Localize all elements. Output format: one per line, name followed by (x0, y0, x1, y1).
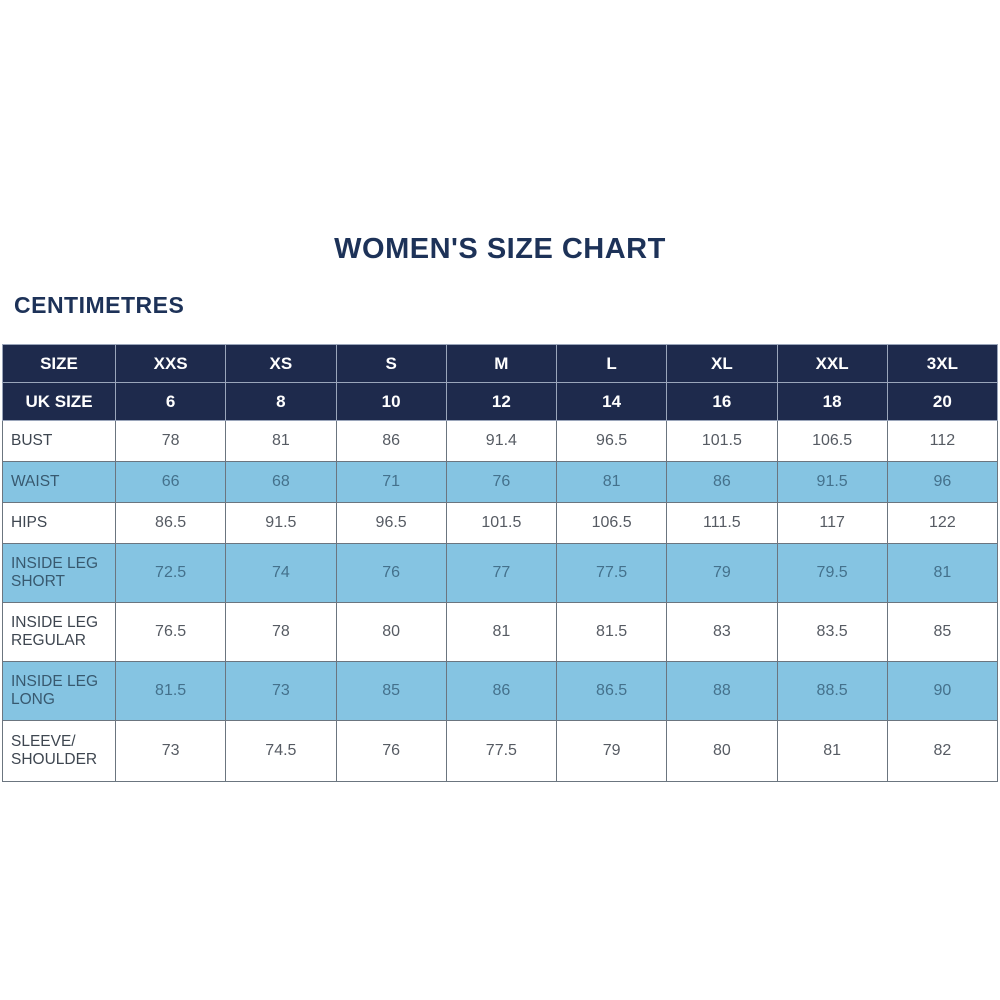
cell-value: 88.5 (776, 661, 888, 721)
cell-value: 68 (225, 461, 337, 503)
cell-value: 86.5 (555, 661, 668, 721)
cell-value: 71 (335, 461, 447, 503)
cell-value: 79.5 (776, 543, 888, 603)
cell-value: 80 (666, 720, 778, 782)
cell-value: 85 (335, 661, 447, 721)
cell-value: 86 (335, 420, 447, 462)
cell-value: 90 (886, 661, 999, 721)
uk-size-col-header: 18 (776, 382, 888, 421)
cell-value: 74.5 (225, 720, 337, 782)
cell-value: 77.5 (555, 543, 668, 603)
uk-size-header-row: UK SIZE 6 8 10 12 14 16 18 20 (2, 382, 999, 421)
units-label: CENTIMETRES (14, 292, 185, 318)
cell-value: 76 (445, 461, 558, 503)
cell-value: 81.5 (114, 661, 227, 721)
size-header-label: SIZE (2, 344, 116, 383)
cell-value: 82 (886, 720, 999, 782)
cell-value: 86.5 (114, 502, 227, 544)
cell-value: 83 (666, 602, 778, 662)
uk-size-col-header: 16 (666, 382, 778, 421)
row-label: SLEEVE/ SHOULDER (2, 720, 116, 782)
uk-size-col-header: 12 (445, 382, 558, 421)
cell-value: 79 (555, 720, 668, 782)
row-label: HIPS (2, 502, 116, 544)
uk-size-header-label: UK SIZE (2, 382, 116, 421)
cell-value: 91.5 (776, 461, 888, 503)
cell-value: 81 (225, 420, 337, 462)
table-row: WAIST 66 68 71 76 81 86 91.5 96 (2, 461, 999, 503)
cell-value: 81 (445, 602, 558, 662)
size-col-header: XS (225, 344, 337, 383)
cell-value: 73 (225, 661, 337, 721)
cell-value: 81 (776, 720, 888, 782)
cell-value: 77 (445, 543, 558, 603)
cell-value: 72.5 (114, 543, 227, 603)
table-row: INSIDE LEG LONG 81.5 73 85 86 86.5 88 88… (2, 661, 999, 721)
size-col-header: XXL (776, 344, 888, 383)
uk-size-col-header: 10 (335, 382, 447, 421)
row-label: WAIST (2, 461, 116, 503)
cell-value: 81 (555, 461, 668, 503)
cell-value: 76.5 (114, 602, 227, 662)
uk-size-col-header: 8 (225, 382, 337, 421)
size-col-header: L (555, 344, 668, 383)
uk-size-col-header: 20 (886, 382, 999, 421)
cell-value: 79 (666, 543, 778, 603)
cell-value: 83.5 (776, 602, 888, 662)
table-row: INSIDE LEG REGULAR 76.5 78 80 81 81.5 83… (2, 602, 999, 662)
row-label: INSIDE LEG LONG (2, 661, 116, 721)
size-col-header: XL (666, 344, 778, 383)
cell-value: 111.5 (666, 502, 778, 544)
uk-size-col-header: 6 (114, 382, 227, 421)
size-col-header: M (445, 344, 558, 383)
table-header: SIZE XXS XS S M L XL XXL 3XL UK SIZE 6 8… (2, 344, 999, 421)
cell-value: 76 (335, 543, 447, 603)
table-row: INSIDE LEG SHORT 72.5 74 76 77 77.5 79 7… (2, 543, 999, 603)
cell-value: 81 (886, 543, 999, 603)
row-label: BUST (2, 420, 116, 462)
cell-value: 76 (335, 720, 447, 782)
cell-value: 96.5 (555, 420, 668, 462)
cell-value: 66 (114, 461, 227, 503)
cell-value: 101.5 (666, 420, 778, 462)
cell-value: 78 (114, 420, 227, 462)
cell-value: 91.5 (225, 502, 337, 544)
cell-value: 73 (114, 720, 227, 782)
cell-value: 80 (335, 602, 447, 662)
size-chart-table: SIZE XXS XS S M L XL XXL 3XL UK SIZE 6 8… (2, 344, 999, 782)
cell-value: 88 (666, 661, 778, 721)
cell-value: 106.5 (555, 502, 668, 544)
row-label: INSIDE LEG SHORT (2, 543, 116, 603)
cell-value: 106.5 (776, 420, 888, 462)
table-row: SLEEVE/ SHOULDER 73 74.5 76 77.5 79 80 8… (2, 720, 999, 782)
cell-value: 112 (886, 420, 999, 462)
cell-value: 85 (886, 602, 999, 662)
cell-value: 86 (666, 461, 778, 503)
cell-value: 96.5 (335, 502, 447, 544)
cell-value: 74 (225, 543, 337, 603)
cell-value: 81.5 (555, 602, 668, 662)
size-col-header: XXS (114, 344, 227, 383)
page-title: WOMEN'S SIZE CHART (334, 233, 666, 265)
cell-value: 96 (886, 461, 999, 503)
size-header-row: SIZE XXS XS S M L XL XXL 3XL (2, 344, 999, 383)
table-row: BUST 78 81 86 91.4 96.5 101.5 106.5 112 (2, 420, 999, 462)
cell-value: 91.4 (445, 420, 558, 462)
table-body: BUST 78 81 86 91.4 96.5 101.5 106.5 112 … (2, 420, 999, 782)
cell-value: 117 (776, 502, 888, 544)
row-label: INSIDE LEG REGULAR (2, 602, 116, 662)
cell-value: 86 (445, 661, 558, 721)
uk-size-col-header: 14 (555, 382, 668, 421)
cell-value: 78 (225, 602, 337, 662)
table-row: HIPS 86.5 91.5 96.5 101.5 106.5 111.5 11… (2, 502, 999, 544)
cell-value: 77.5 (445, 720, 558, 782)
size-col-header: S (335, 344, 447, 383)
cell-value: 122 (886, 502, 999, 544)
cell-value: 101.5 (445, 502, 558, 544)
size-col-header: 3XL (886, 344, 999, 383)
